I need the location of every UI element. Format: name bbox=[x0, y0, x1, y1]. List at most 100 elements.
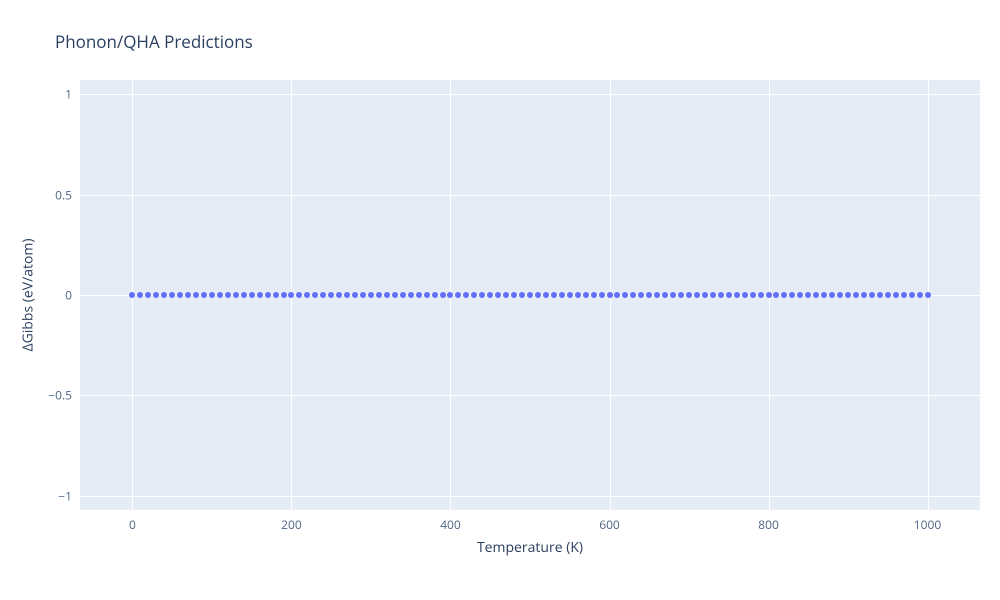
data-point bbox=[392, 292, 398, 298]
y-tick-label: 0.5 bbox=[55, 186, 72, 203]
data-point bbox=[758, 292, 764, 298]
data-point bbox=[789, 292, 795, 298]
data-point bbox=[479, 292, 485, 298]
data-point bbox=[416, 292, 422, 298]
x-tick-label: 800 bbox=[758, 516, 779, 533]
data-point bbox=[591, 292, 597, 298]
data-point bbox=[503, 292, 509, 298]
data-point bbox=[853, 292, 859, 298]
data-point bbox=[233, 292, 239, 298]
x-tick-label: 200 bbox=[281, 516, 302, 533]
data-point bbox=[829, 292, 835, 298]
data-point bbox=[718, 292, 724, 298]
data-point bbox=[368, 292, 374, 298]
data-point bbox=[861, 292, 867, 298]
data-point bbox=[424, 292, 430, 298]
data-point bbox=[925, 292, 931, 298]
data-point bbox=[622, 292, 628, 298]
data-point bbox=[813, 292, 819, 298]
data-point bbox=[821, 292, 827, 298]
data-point bbox=[694, 292, 700, 298]
data-point bbox=[296, 292, 302, 298]
chart-container: Phonon/QHA Predictions Temperature (K) Δ… bbox=[0, 0, 1000, 600]
y-tick-label: −1 bbox=[58, 487, 72, 504]
data-point bbox=[766, 292, 772, 298]
data-point bbox=[145, 292, 151, 298]
data-point bbox=[265, 292, 271, 298]
data-point bbox=[646, 292, 652, 298]
data-point bbox=[169, 292, 175, 298]
data-point bbox=[201, 292, 207, 298]
data-point bbox=[599, 292, 605, 298]
data-point bbox=[360, 292, 366, 298]
data-point bbox=[432, 292, 438, 298]
data-point bbox=[376, 292, 382, 298]
data-point bbox=[328, 292, 334, 298]
data-point bbox=[495, 292, 501, 298]
data-point bbox=[885, 292, 891, 298]
data-point bbox=[535, 292, 541, 298]
data-point bbox=[193, 292, 199, 298]
data-point bbox=[845, 292, 851, 298]
data-point bbox=[543, 292, 549, 298]
data-point bbox=[447, 292, 453, 298]
gridline-horizontal bbox=[80, 496, 980, 497]
data-point bbox=[527, 292, 533, 298]
data-point bbox=[281, 292, 287, 298]
data-point bbox=[877, 292, 883, 298]
data-point bbox=[797, 292, 803, 298]
x-tick-label: 1000 bbox=[914, 516, 941, 533]
data-point bbox=[273, 292, 279, 298]
data-point bbox=[288, 292, 294, 298]
data-point bbox=[710, 292, 716, 298]
gridline-horizontal bbox=[80, 94, 980, 95]
x-tick-label: 0 bbox=[129, 516, 136, 533]
data-point bbox=[837, 292, 843, 298]
data-point bbox=[304, 292, 310, 298]
y-axis-label: ΔGibbs (eV/atom) bbox=[19, 238, 38, 351]
data-point bbox=[909, 292, 915, 298]
data-point bbox=[670, 292, 676, 298]
data-point bbox=[137, 292, 143, 298]
data-point bbox=[917, 292, 923, 298]
data-point bbox=[551, 292, 557, 298]
x-axis-label: Temperature (K) bbox=[477, 538, 583, 557]
data-point bbox=[781, 292, 787, 298]
data-point bbox=[487, 292, 493, 298]
data-point bbox=[352, 292, 358, 298]
data-point bbox=[742, 292, 748, 298]
data-point bbox=[241, 292, 247, 298]
data-point bbox=[654, 292, 660, 298]
data-point bbox=[336, 292, 342, 298]
data-point bbox=[455, 292, 461, 298]
data-point bbox=[559, 292, 565, 298]
data-point bbox=[384, 292, 390, 298]
data-point bbox=[614, 292, 620, 298]
data-point bbox=[678, 292, 684, 298]
data-point bbox=[344, 292, 350, 298]
x-tick-label: 400 bbox=[440, 516, 461, 533]
data-point bbox=[686, 292, 692, 298]
data-point bbox=[312, 292, 318, 298]
data-point bbox=[869, 292, 875, 298]
data-point bbox=[519, 292, 525, 298]
data-point bbox=[583, 292, 589, 298]
data-point bbox=[662, 292, 668, 298]
y-tick-label: 1 bbox=[65, 86, 72, 103]
data-point bbox=[320, 292, 326, 298]
data-point bbox=[702, 292, 708, 298]
data-point bbox=[575, 292, 581, 298]
x-tick-label: 600 bbox=[599, 516, 620, 533]
data-point bbox=[726, 292, 732, 298]
plot-area bbox=[80, 80, 980, 510]
gridline-horizontal bbox=[80, 195, 980, 196]
data-point bbox=[471, 292, 477, 298]
data-point bbox=[773, 292, 779, 298]
data-point bbox=[750, 292, 756, 298]
data-point bbox=[463, 292, 469, 298]
data-point bbox=[638, 292, 644, 298]
data-point bbox=[630, 292, 636, 298]
data-point bbox=[217, 292, 223, 298]
data-point bbox=[161, 292, 167, 298]
data-point bbox=[511, 292, 517, 298]
